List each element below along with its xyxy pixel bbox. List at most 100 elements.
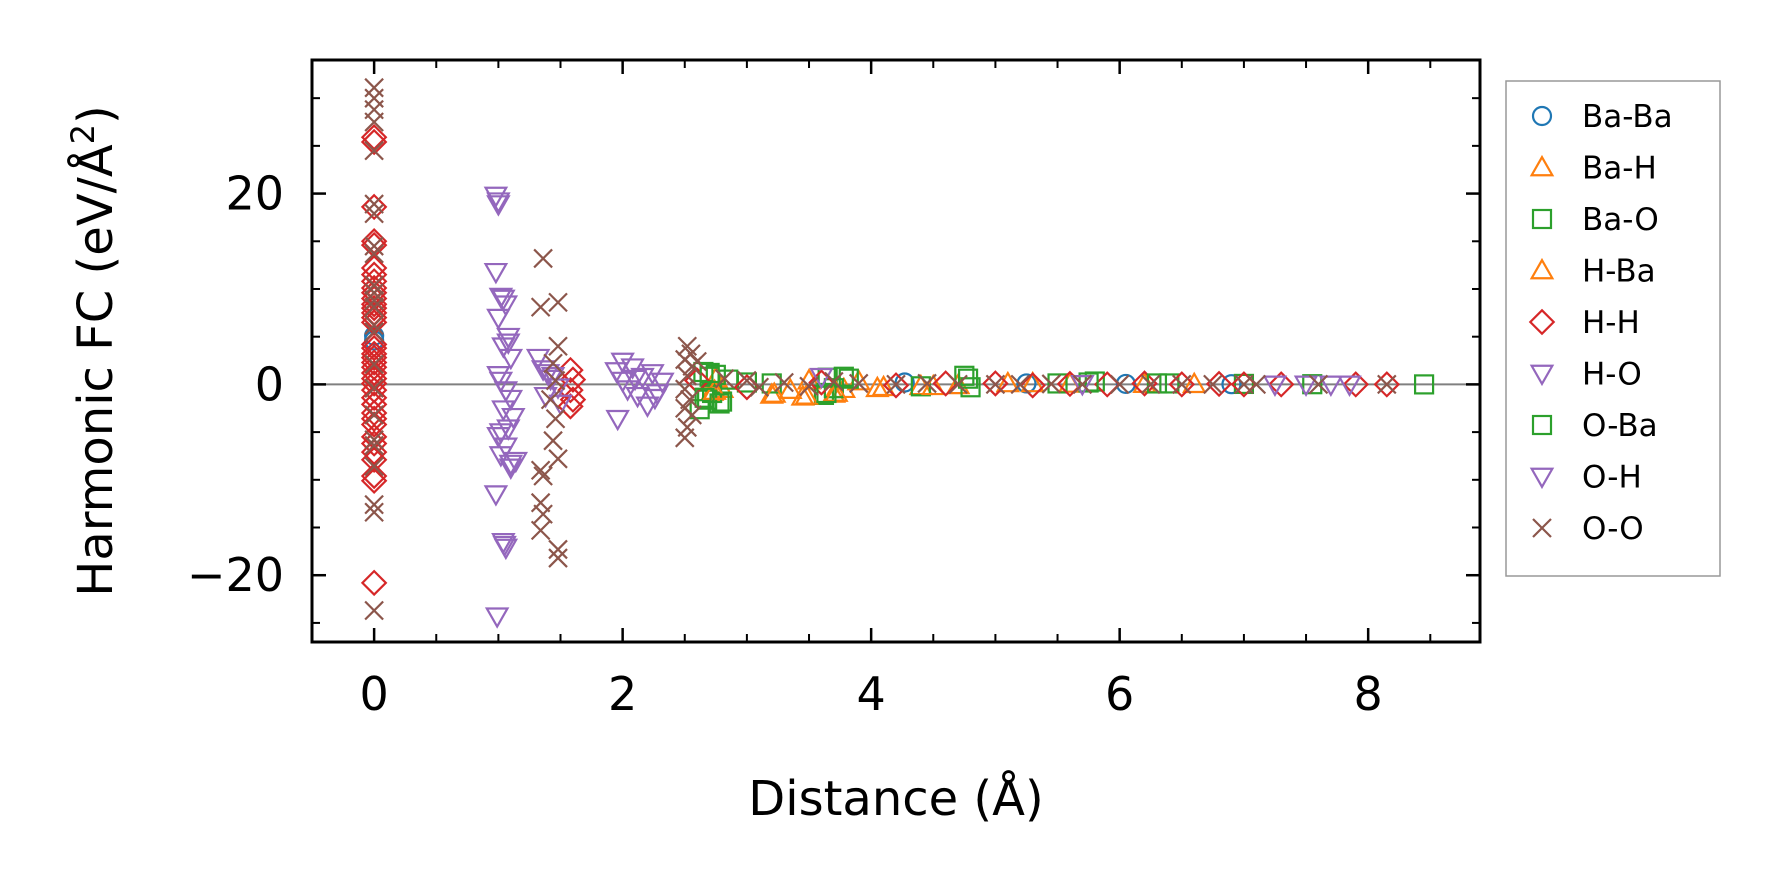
point-o-h [535, 364, 561, 386]
point-o-o [687, 351, 707, 372]
legend-entry-h-o: H-O [1529, 357, 1642, 393]
point-o-h [488, 423, 514, 445]
x-tick-label: 8 [1354, 667, 1383, 721]
point-ba-o [954, 365, 975, 386]
point-ba-o [1233, 373, 1255, 395]
legend-label-h-o: H-O [1582, 357, 1642, 393]
legend-label-h-ba: H-Ba [1582, 254, 1656, 290]
point-h-h [360, 569, 388, 597]
point-o-ba [816, 382, 837, 404]
point-ba-o [838, 368, 859, 389]
x-tick-label: 4 [857, 667, 886, 721]
legend-marker-o-ba [1531, 414, 1553, 436]
point-o-o [1377, 374, 1397, 395]
point-o-ba [1146, 373, 1168, 394]
point-h-o [498, 389, 524, 412]
point-o-o [1308, 374, 1329, 395]
legend-marker-ba-h [1529, 154, 1555, 177]
point-h-h [360, 294, 388, 322]
point-o-ba [694, 387, 715, 408]
legend-label-h-h: H-H [1582, 305, 1640, 341]
point-o-h [622, 369, 648, 392]
point-o-ba [709, 393, 730, 414]
point-h-h [360, 349, 388, 376]
point-h-h [360, 344, 388, 371]
y-tick-label: 20 [225, 167, 284, 221]
point-ba-o [1159, 373, 1180, 394]
point-o-o [364, 275, 384, 295]
point-h-h [360, 430, 388, 457]
legend-marker-h-ba [1529, 257, 1555, 280]
point-o-h [498, 454, 524, 477]
point-ba-o [1302, 374, 1323, 395]
point-h-h [360, 467, 388, 495]
point-o-o [364, 378, 384, 398]
point-ba-ba [1016, 373, 1037, 394]
point-h-o [486, 308, 511, 331]
point-o-h [496, 333, 521, 355]
legend-marker-o-o [1532, 518, 1552, 538]
point-h-o [486, 192, 511, 214]
point-ba-ba [1221, 374, 1242, 395]
point-o-o [799, 376, 819, 397]
point-h-o [483, 485, 509, 507]
legend-entry-ba-o: Ba-O [1531, 202, 1659, 238]
point-o-o [533, 466, 553, 486]
x-tick-label: 0 [359, 667, 388, 721]
legend-entry-ba-h: Ba-H [1529, 151, 1657, 187]
point-o-o [364, 354, 384, 375]
y-tick-label: 0 [255, 357, 284, 411]
point-h-o [501, 407, 526, 430]
point-o-o [530, 297, 551, 317]
point-h-o [615, 380, 640, 402]
point-o-o [548, 292, 568, 313]
point-o-o [674, 428, 695, 448]
point-o-o [848, 373, 869, 394]
legend-label-o-ba: O-Ba [1582, 408, 1658, 444]
point-o-o [530, 520, 551, 541]
legend-entry-o-o: O-O [1532, 511, 1644, 547]
point-h-o [650, 372, 675, 395]
point-o-o [364, 297, 384, 317]
y-tick-label: −20 [187, 548, 284, 602]
point-h-o [630, 367, 655, 390]
point-h-o [1318, 375, 1344, 397]
point-h-h [1168, 371, 1196, 398]
point-ba-ba [1115, 373, 1136, 395]
point-o-o [1172, 374, 1192, 395]
point-h-o [498, 458, 524, 480]
y-axis-label-close: ) [68, 105, 124, 124]
point-h-h [1373, 371, 1401, 398]
legend-label-o-o: O-O [1582, 511, 1644, 547]
point-o-o [530, 460, 551, 481]
point-o-h [1337, 375, 1362, 397]
point-o-o [1041, 374, 1062, 394]
point-o-o [548, 336, 568, 357]
point-o-o [364, 315, 384, 336]
point-h-o [1262, 375, 1288, 397]
point-h-h [1342, 371, 1370, 398]
legend-label-ba-o: Ba-O [1582, 202, 1659, 238]
x-tick-label: 6 [1105, 667, 1134, 721]
point-o-o [543, 353, 563, 374]
point-o-o [774, 372, 794, 393]
point-o-o [674, 379, 695, 399]
point-o-o [682, 405, 702, 425]
axes-frame [310, 58, 1482, 644]
point-ba-o [1047, 373, 1068, 394]
legend-entry-o-ba: O-Ba [1531, 408, 1658, 444]
point-h-o [483, 262, 509, 285]
point-o-ba [957, 368, 979, 389]
point-o-o [533, 504, 553, 524]
point-o-o [1203, 374, 1223, 395]
point-o-o [714, 368, 735, 389]
point-h-h [557, 393, 584, 420]
point-o-o [364, 435, 384, 456]
point-o-o [364, 140, 384, 161]
point-h-h [360, 446, 388, 474]
point-o-o [749, 377, 770, 398]
legend-marker-ba-ba [1531, 105, 1553, 127]
legend-marker-h-h [1528, 308, 1556, 336]
point-o-h [642, 388, 668, 411]
point-h-h [360, 193, 388, 221]
